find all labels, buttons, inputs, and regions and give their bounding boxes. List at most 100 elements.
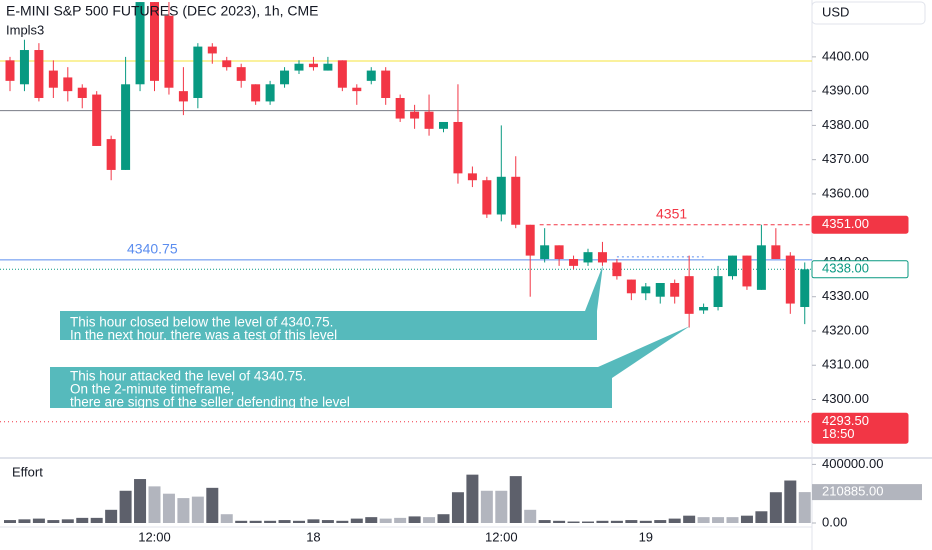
candle-body (135, 2, 145, 85)
volume-bar (307, 519, 320, 523)
candle-body (178, 91, 188, 102)
candle-body (207, 46, 217, 54)
annotation-text: This hour attacked the level of 4340.75. (70, 369, 306, 384)
candle-body (48, 70, 58, 88)
x-tick-label: 12:00 (485, 529, 518, 544)
volume-bar (755, 511, 768, 523)
candle-body (771, 245, 781, 260)
price-badge (811, 260, 909, 279)
y-tick-label: 4370.00 (822, 151, 869, 166)
currency-button[interactable] (811, 1, 926, 25)
volume-bar (32, 518, 45, 523)
volume-bar (47, 520, 60, 523)
volume-bar (119, 490, 132, 523)
annotation-text: there are signs of the seller defending … (70, 395, 350, 410)
volume-title: Effort (12, 464, 43, 479)
volume-bar (798, 492, 811, 523)
volume-bar (350, 518, 363, 523)
candle-body (684, 276, 694, 314)
y-tick-label: 4390.00 (822, 83, 869, 98)
volume-bar (553, 520, 566, 523)
candle-body (381, 70, 391, 98)
candle-body (395, 97, 405, 119)
candle-body (453, 121, 463, 174)
candle-body (626, 279, 636, 294)
volume-bar (567, 521, 580, 523)
y-tick-label: 4310.00 (822, 357, 869, 372)
candle-body (742, 255, 752, 287)
y-tick-label: 4320.00 (822, 322, 869, 337)
volume-bar (61, 519, 74, 523)
volume-bar (379, 518, 392, 523)
volume-bar (466, 474, 479, 523)
candle-body (92, 94, 102, 146)
volume-bar (769, 492, 782, 523)
x-tick-label: 12:00 (138, 529, 171, 544)
candle-body (583, 252, 593, 263)
candle-body (670, 283, 680, 297)
price-badge (811, 215, 909, 234)
chart-title: E-MINI S&P 500 FUTURES (DEC 2023), 1h, C… (6, 3, 319, 19)
candle-body (655, 283, 665, 297)
volume-bar (264, 520, 277, 523)
candle-body (34, 50, 44, 98)
annotation-text: This hour closed below the level of 4340… (70, 315, 333, 330)
callout-box (60, 265, 603, 340)
candle-body (554, 245, 564, 260)
y-tick-label: 4330.00 (822, 288, 869, 303)
volume-bar (697, 517, 710, 523)
volume-bar (293, 520, 305, 523)
countdown-label: 18:50 (822, 426, 855, 441)
annotation-text: In the next hour, there was a test of th… (70, 328, 337, 343)
volume-bar (76, 517, 89, 523)
plot: 4340.75 4351 (0, 2, 812, 523)
volume-bar (177, 498, 190, 523)
y-tick-label: 400000.00 (822, 456, 883, 471)
volume-bar (437, 514, 450, 523)
y-tick-label: 4300.00 (822, 391, 869, 406)
volume-bar (509, 476, 522, 523)
candle-body (482, 180, 492, 215)
volume-bar (220, 514, 233, 523)
volume-bar (105, 509, 118, 523)
candle-body (597, 252, 607, 263)
volume-bar (235, 520, 248, 523)
candle-body (106, 139, 116, 170)
volume-badge-label: 210885.00 (822, 484, 883, 499)
volume-bar (582, 521, 594, 523)
candle-body (294, 63, 304, 71)
candle-body (5, 60, 15, 81)
y-tick-label: 4380.00 (822, 117, 869, 132)
x-tick-label: 18 (306, 529, 320, 544)
candle-body (265, 84, 275, 102)
volume-bar (90, 517, 103, 523)
volume-bar (249, 520, 262, 523)
volume-bar (336, 520, 349, 523)
candle-body (121, 84, 131, 170)
candle-body (424, 111, 434, 129)
candle-body (366, 70, 376, 81)
candle-body (540, 245, 550, 260)
x-tick-label: 19 (639, 529, 653, 544)
volume-bar (495, 490, 508, 523)
overlay: This hour closed below the level of 4340… (50, 265, 690, 410)
level-label: 4351 (656, 205, 687, 221)
candle-body (569, 259, 579, 266)
candle-body (699, 306, 709, 311)
candle-body (193, 46, 203, 98)
y-tick-label: 4400.00 (822, 48, 869, 63)
volume-bar (394, 517, 407, 523)
level-label: 4340.75 (127, 241, 178, 257)
candle-body (728, 255, 737, 277)
candle-body (785, 255, 795, 304)
volume-bar (712, 517, 725, 523)
volume-bar (408, 516, 421, 523)
volume-bar (726, 517, 739, 523)
annotation-text: On the 2-minute timeframe, (70, 382, 234, 397)
currency[interactable]: USD (822, 4, 849, 19)
candle-body (525, 224, 535, 256)
volume-bar (668, 518, 681, 523)
price-badge-label: 4351.00 (822, 216, 869, 231)
